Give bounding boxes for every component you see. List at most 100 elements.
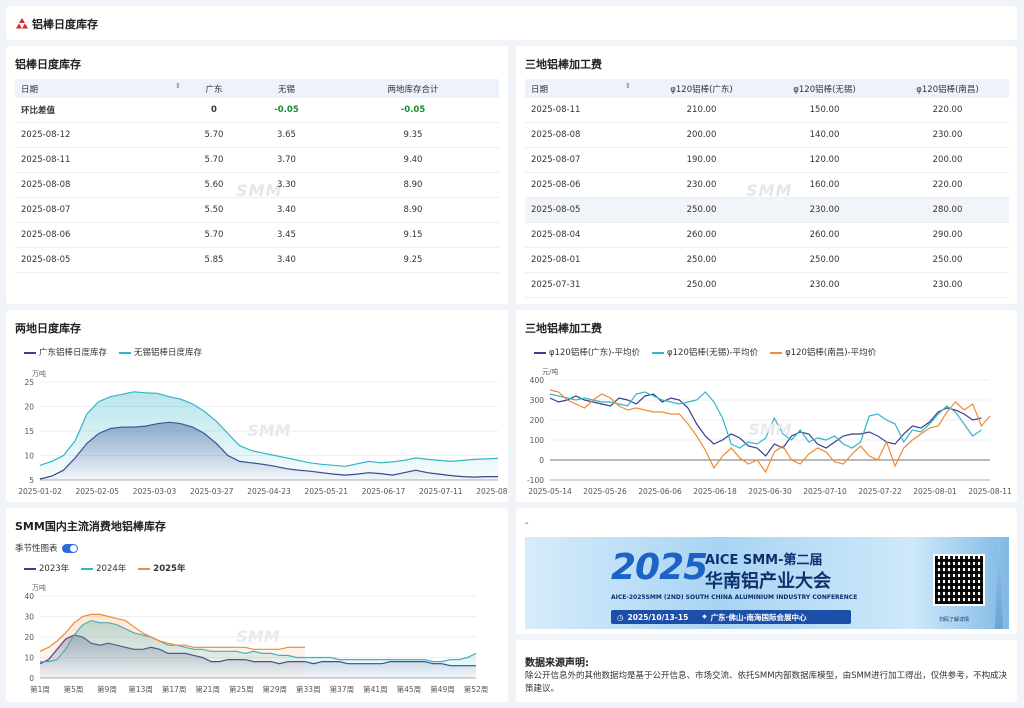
table-cell: 9.15 (327, 222, 499, 248)
y-axis-unit: 元/吨 (542, 367, 558, 376)
table-cell: -0.05 (327, 98, 499, 123)
x-tick-label: 第49周 (430, 684, 455, 694)
y-tick-label: -100 (527, 476, 544, 485)
inventory-chart-card: 两地日度库存 广东铝棒日度库存 无锡铝棒日度库存 万吨 5 10 15 20 25 2025-… (6, 310, 508, 502)
smm-logo-icon (16, 18, 28, 29)
table-cell: 250.00 (640, 197, 763, 223)
y-tick-label: 300 (530, 396, 545, 405)
legend-item[interactable]: 广东铝棒日度库存 (24, 346, 107, 358)
table-row[interactable]: 2025-08-01 250.00 250.00 250.00 (525, 247, 1009, 273)
table-cell: 2025-08-07 (15, 197, 182, 223)
table-row[interactable]: 2025-08-08 200.00 140.00 230.00 (525, 122, 1009, 148)
x-tick-label: 2025-04-23 (247, 487, 291, 496)
table-cell: 3.40 (245, 197, 327, 223)
table-row[interactable]: 2025-08-11 210.00 150.00 220.00 (525, 98, 1009, 123)
conference-banner[interactable]: 2025 AICE SMM-第二届 华南铝产业大会 AICE-2025SMM (… (525, 537, 1009, 629)
toggle-switch[interactable] (61, 543, 78, 553)
table-cell: 5.70 (182, 122, 246, 148)
legend-swatch (119, 351, 132, 354)
x-tick-label: 第13周 (128, 684, 153, 694)
table-row[interactable]: 2025-08-12 5.70 3.65 9.35 (15, 122, 499, 148)
table-cell: 3.70 (245, 147, 327, 173)
legend-swatch (24, 351, 36, 354)
column-header-guangdong: φ120铝棒(广东) (640, 79, 763, 98)
table-cell: 5.70 (182, 222, 246, 248)
column-header-wuxi: φ120铝棒(无锡) (763, 79, 886, 98)
table-cell: 环比差值 (15, 98, 182, 123)
banner-card: - 2025 AICE SMM-第二届 华南铝产业大会 AICE-2025SMM… (516, 508, 1017, 634)
seasonal-chart-title: SMM国内主流消费地铝棒库存 (15, 520, 166, 533)
table-row[interactable]: 2025-08-05 250.00 230.00 280.00 (525, 197, 1009, 223)
x-tick-label: 2025-05-21 (304, 487, 348, 496)
y-tick-label: 5 (29, 476, 34, 485)
table-cell: 160.00 (763, 172, 886, 198)
disclaimer-title: 数据来源声明: (525, 658, 589, 669)
x-tick-label: 2025-03-27 (190, 487, 234, 496)
table-cell: 2025-08-11 (525, 98, 640, 123)
x-tick-label: 第37周 (330, 684, 355, 694)
table-row[interactable]: 2025-07-31 250.00 230.00 230.00 (525, 272, 1009, 298)
y-tick-label: 100 (530, 436, 545, 445)
table-cell: 3.45 (245, 222, 327, 248)
banner-headline: AICE SMM-第二届 (705, 553, 823, 568)
legend-item[interactable]: φ120铝棒(无锡)-平均价 (652, 346, 758, 358)
table-row[interactable]: 2025-08-07 5.50 3.40 8.90 (15, 197, 499, 223)
table-cell: 220.00 (640, 297, 763, 304)
table-row[interactable]: 2025-08-04 260.00 260.00 290.00 (525, 222, 1009, 248)
legend-item[interactable]: φ120铝棒(南昌)-平均价 (770, 346, 876, 358)
x-tick-label: 2025-08-12 (476, 487, 508, 496)
sort-icon[interactable]: ⇕ (625, 82, 631, 90)
seasonal-chart-card: SMM国内主流消费地铝棒库存 季节性图表 2023年 2024年 2025年 万吨 0… (6, 508, 508, 702)
series-area (40, 391, 498, 480)
y-tick-label: 25 (24, 378, 34, 387)
x-tick-label: 第29周 (262, 684, 287, 694)
column-header-date[interactable]: 日期 ⇕ (525, 79, 640, 98)
table-cell: 2025-08-06 (15, 222, 182, 248)
inventory-table-card: 铝棒日度库存 SMM 日期 ⇕ 广东 无锡 两地库存合计 环比差值 0 -0.05 -0… (6, 46, 508, 304)
series-area (40, 614, 305, 678)
banner-dash: - (525, 518, 529, 529)
x-tick-label: 2025-05-26 (583, 487, 627, 496)
fee-chart-card: 三地铝棒加工费 φ120铝棒(广东)-平均价 φ120铝棒(无锡)-平均价 φ120… (516, 310, 1017, 502)
legend-item[interactable]: 无锡铝棒日度库存 (119, 346, 202, 358)
legend-swatch (24, 567, 36, 570)
table-cell: 250.00 (640, 247, 763, 273)
table-cell: 230.00 (763, 197, 886, 223)
table-row[interactable]: 2025-08-05 5.85 3.40 9.25 (15, 247, 499, 273)
x-tick-label: 第1周 (30, 684, 50, 694)
legend-item[interactable]: φ120铝棒(广东)-平均价 (534, 346, 640, 358)
series-line[interactable] (549, 391, 982, 449)
series-line[interactable] (549, 389, 991, 474)
legend-label: φ120铝棒(广东)-平均价 (549, 348, 641, 358)
sort-icon[interactable]: ⇕ (175, 82, 181, 90)
legend-item[interactable]: 2025年 (138, 562, 185, 574)
table-cell: 250.00 (763, 247, 886, 273)
y-tick-label: 0 (539, 456, 544, 465)
page-title: 铝棒日度库存 (32, 18, 98, 31)
legend-item[interactable]: 2023年 (24, 562, 69, 574)
banner-subtitle: AICE-2025SMM (2ND) SOUTH CHINA ALUMINIUM… (611, 594, 858, 601)
table-cell: 170.00 (886, 297, 1009, 304)
x-tick-label: 2025-08-01 (913, 487, 957, 496)
series-line[interactable] (39, 613, 305, 652)
legend-item[interactable]: 2024年 (81, 562, 126, 574)
series-line[interactable] (549, 393, 982, 457)
x-tick-label: 2025-01-02 (18, 487, 62, 496)
table-cell: 120.00 (763, 147, 886, 173)
table-row[interactable]: 2025-08-06 5.70 3.45 9.15 (15, 222, 499, 248)
legend-label: 无锡铝棒日度库存 (134, 348, 203, 358)
table-row[interactable]: 2025-08-07 190.00 120.00 200.00 (525, 147, 1009, 173)
inventory-table-title: 铝棒日度库存 (15, 58, 81, 71)
column-header-date[interactable]: 日期 ⇕ (15, 79, 182, 98)
seasonal-toggle[interactable]: 季节性图表 (15, 542, 78, 554)
x-tick-label: 2025-06-17 (362, 487, 406, 496)
table-row[interactable]: 2025-08-06 230.00 160.00 220.00 (525, 172, 1009, 198)
watermark: SMM (748, 420, 791, 439)
legend-swatch (138, 567, 151, 570)
table-row[interactable]: 2025-08-11 5.70 3.70 9.40 (15, 147, 499, 173)
column-header-wuxi: 无锡 (245, 79, 327, 98)
series-line[interactable] (39, 391, 499, 467)
table-row[interactable]: 2025-08-08 5.60 3.30 8.90 (15, 172, 499, 198)
table-cell: 2025-08-11 (15, 147, 182, 173)
